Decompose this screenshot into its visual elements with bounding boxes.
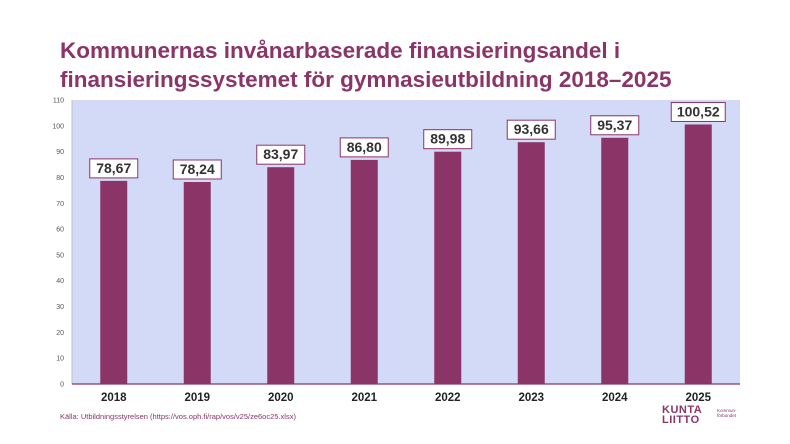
data-label: 93,66 — [514, 121, 549, 137]
y-tick-label: 10 — [56, 356, 64, 363]
data-label: 78,24 — [180, 161, 215, 177]
bar — [350, 159, 378, 384]
y-tick-label: 30 — [56, 304, 64, 311]
bar — [183, 181, 211, 384]
bar — [601, 137, 629, 384]
x-tick-label: 2021 — [351, 392, 377, 404]
source-note: Källa: Utbildningsstyrelsen (https://vos… — [60, 412, 296, 421]
data-label-box — [339, 137, 389, 158]
data-label: 83,97 — [263, 146, 298, 162]
data-label-box — [256, 144, 306, 165]
bar — [267, 167, 295, 384]
y-tick-label: 100 — [52, 123, 64, 130]
data-label-box — [423, 129, 473, 150]
x-tick-label: 2025 — [685, 392, 711, 404]
chart-title-line-1: Kommunernas invånarbaserade finansiering… — [60, 38, 621, 63]
y-tick-label: 90 — [56, 149, 64, 156]
data-label-box — [506, 119, 556, 140]
x-tick-label: 2024 — [602, 392, 628, 404]
y-tick-label: 110 — [53, 98, 64, 105]
bar — [434, 151, 462, 384]
y-tick-label: 70 — [56, 201, 64, 208]
data-label: 95,37 — [597, 117, 632, 133]
x-tick-label: 2022 — [435, 392, 461, 404]
y-tick-label: 60 — [56, 227, 64, 234]
chart-title-line-2: finansieringssystemet för gymnasieutbild… — [60, 67, 672, 92]
x-tick-label: 2018 — [101, 392, 127, 404]
plot-area — [72, 100, 740, 384]
x-tick-label: 2019 — [184, 392, 210, 404]
data-label-box — [670, 101, 726, 122]
data-label: 100,52 — [677, 103, 720, 119]
y-tick-label: 0 — [60, 382, 64, 389]
data-label-box — [172, 159, 222, 180]
kuntaliitto-logo: KUNTA LIITTO Kommun- förbundet — [662, 405, 762, 427]
data-label: 89,98 — [430, 131, 465, 147]
y-tick-label: 40 — [56, 278, 64, 285]
data-label: 86,80 — [347, 139, 382, 155]
data-label: 78,67 — [96, 160, 131, 176]
bar — [517, 142, 545, 384]
bar — [684, 124, 712, 384]
chart-title: Kommunernas invånarbaserade finansiering… — [60, 36, 780, 94]
bar — [100, 180, 128, 384]
x-tick-label: 2023 — [518, 392, 544, 404]
data-label-box — [590, 115, 640, 136]
y-tick-label: 50 — [56, 252, 64, 259]
x-tick-label: 2020 — [268, 392, 294, 404]
logo-wordmark: KUNTA LIITTO — [662, 404, 703, 426]
y-tick-label: 80 — [56, 175, 64, 182]
logo-subtext: Kommun- förbundet — [717, 408, 737, 418]
data-label-box — [89, 158, 139, 179]
y-tick-label: 20 — [56, 330, 64, 337]
